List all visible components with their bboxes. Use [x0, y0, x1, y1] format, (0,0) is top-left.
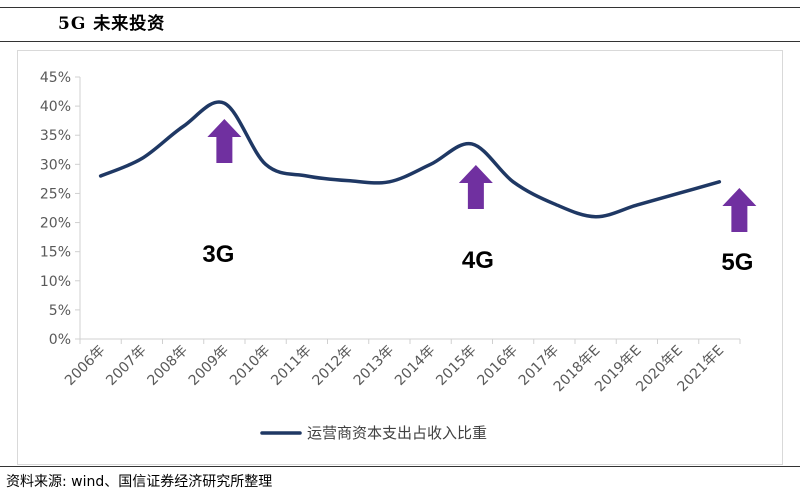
up-arrow-icon	[722, 188, 757, 232]
page-title: 5G 未来投资	[58, 14, 166, 34]
x-tick-label: 2013年	[351, 343, 397, 389]
y-tick-label: 20%	[40, 216, 71, 232]
x-tick-label: 2014年	[392, 343, 438, 389]
y-tick-label: 15%	[40, 245, 71, 261]
top-rule	[0, 7, 800, 8]
title-rule	[0, 41, 800, 42]
annotation-label: 5G	[721, 249, 753, 276]
legend-label: 运营商资本支出占收入比重	[307, 424, 487, 442]
up-arrow-icon	[458, 165, 493, 209]
series-line	[98, 100, 722, 219]
x-tick-label: 2016年	[475, 343, 521, 389]
y-tick-label: 25%	[40, 186, 71, 202]
y-tick-label: 45%	[40, 70, 71, 86]
x-tick-label: 2011年	[268, 343, 314, 389]
x-tick-label: 2015年	[433, 343, 479, 389]
annotation-label: 3G	[202, 241, 234, 268]
y-tick-label: 40%	[40, 99, 71, 115]
x-tick-label: 2009年	[186, 343, 232, 389]
annotation-label: 4G	[462, 247, 494, 274]
x-tick-label: 2007年	[103, 343, 149, 389]
x-tick-label: 2008年	[145, 343, 191, 389]
line-chart: 0%5%10%15%20%25%30%35%40%45%2006年2007年20…	[40, 70, 757, 442]
up-arrow-icon	[207, 119, 242, 163]
source-note: 资料来源: wind、国信证券经济研究所整理	[6, 474, 273, 490]
x-tick-label: 2010年	[227, 343, 273, 389]
x-tick-label: 2006年	[62, 343, 108, 389]
y-tick-label: 0%	[49, 332, 71, 348]
y-tick-label: 5%	[49, 303, 71, 319]
chart-frame	[17, 50, 783, 465]
bottom-rule	[0, 466, 800, 467]
y-tick-label: 10%	[40, 274, 71, 290]
x-tick-label: 2012年	[310, 343, 356, 389]
y-tick-label: 35%	[40, 128, 71, 144]
y-tick-label: 30%	[40, 157, 71, 173]
